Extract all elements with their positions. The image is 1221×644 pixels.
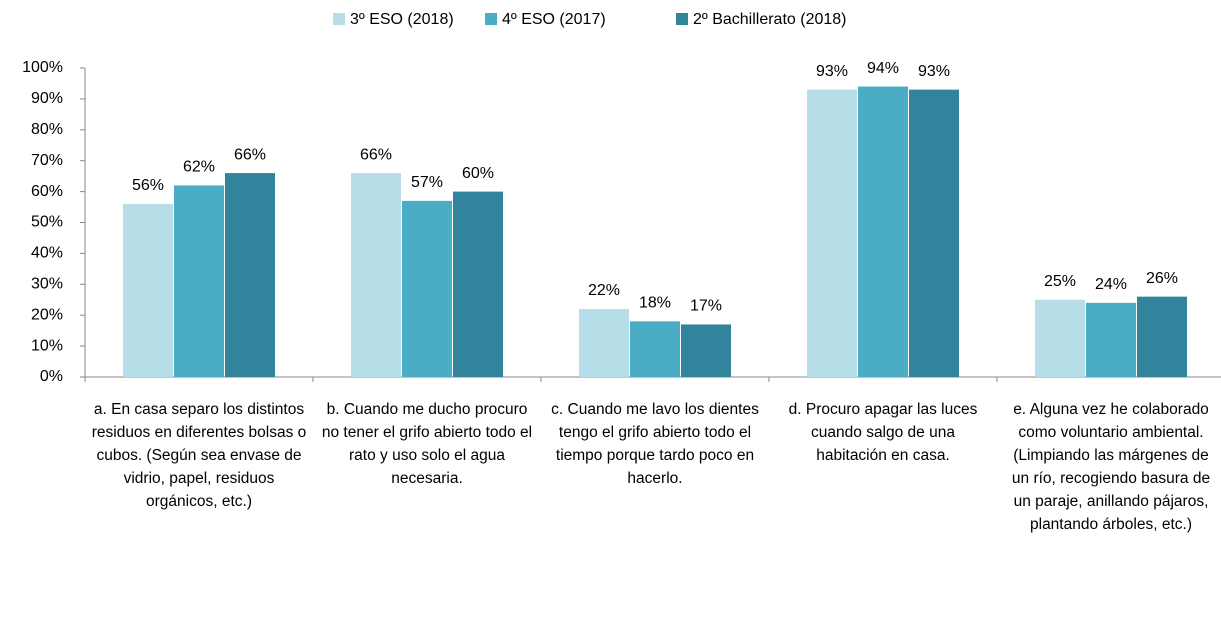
data-label: 66%	[360, 146, 392, 163]
y-tick-label: 20%	[31, 306, 63, 323]
x-tick-label: e. Alguna vez he colaborado como volunta…	[1011, 401, 1211, 533]
data-label: 22%	[588, 282, 620, 299]
legend-swatch	[676, 13, 688, 25]
legend-label: 4º ESO (2017)	[502, 11, 606, 28]
y-tick-label: 10%	[31, 337, 63, 354]
bar	[453, 191, 503, 377]
data-label: 60%	[462, 165, 494, 182]
data-label: 62%	[183, 159, 215, 176]
data-label: 94%	[867, 60, 899, 77]
bar	[807, 89, 857, 377]
bar	[123, 203, 173, 377]
bar	[402, 200, 452, 377]
data-label: 56%	[132, 177, 164, 194]
bar	[225, 173, 275, 377]
bar	[1086, 302, 1136, 377]
x-tick-label: a. En casa separo los distintos residuos…	[91, 401, 307, 510]
x-tick-label: b. Cuando me ducho procuro no tener el g…	[321, 401, 533, 487]
bar	[909, 89, 959, 377]
legend-label: 2º Bachillerato (2018)	[693, 11, 846, 28]
data-label: 57%	[411, 174, 443, 191]
y-tick-label: 80%	[31, 121, 63, 138]
y-tick-label: 90%	[31, 90, 63, 107]
data-label: 93%	[918, 63, 950, 80]
bar	[579, 309, 629, 377]
bar	[630, 321, 680, 377]
bar	[351, 173, 401, 377]
bar	[858, 86, 908, 377]
y-tick-label: 30%	[31, 276, 63, 293]
data-label: 93%	[816, 63, 848, 80]
y-tick-label: 60%	[31, 183, 63, 200]
bar	[1137, 296, 1187, 377]
y-tick-label: 40%	[31, 245, 63, 262]
bar	[681, 324, 731, 377]
data-label: 66%	[234, 146, 266, 163]
y-tick-label: 70%	[31, 152, 63, 169]
data-label: 18%	[639, 295, 671, 312]
legend-swatch	[485, 13, 497, 25]
bar	[174, 185, 224, 377]
bar	[1035, 299, 1085, 377]
data-label: 26%	[1146, 270, 1178, 287]
legend-swatch	[333, 13, 345, 25]
data-label: 17%	[690, 298, 722, 315]
y-tick-label: 50%	[31, 214, 63, 231]
x-tick-label: c. Cuando me lavo los dientes tengo el g…	[551, 401, 759, 487]
y-tick-label: 0%	[40, 368, 63, 385]
data-label: 25%	[1044, 273, 1076, 290]
x-tick-label: d. Procuro apagar las luces cuando salgo…	[788, 401, 978, 464]
y-tick-label: 100%	[22, 59, 63, 76]
data-label: 24%	[1095, 276, 1127, 293]
legend-label: 3º ESO (2018)	[350, 11, 454, 28]
